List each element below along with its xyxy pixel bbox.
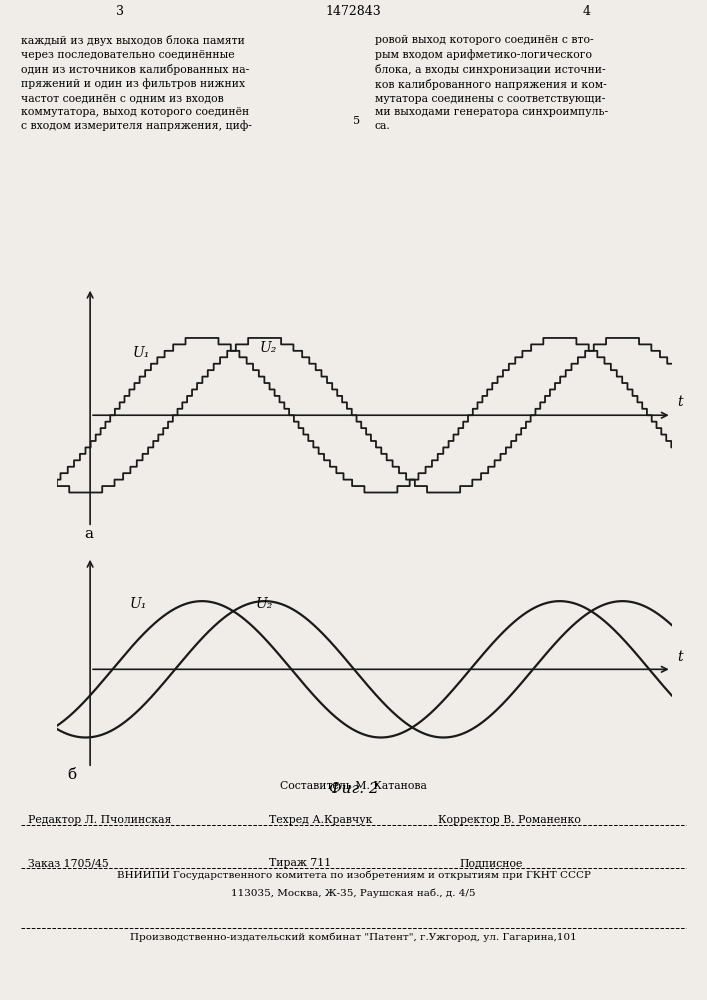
Text: 5: 5 [354,116,361,126]
Text: каждый из двух выходов блока памяти
через последовательно соединённые
один из ис: каждый из двух выходов блока памяти чере… [21,35,252,131]
Text: Подписное: Подписное [460,858,523,868]
Text: ровой выход которого соединён с вто-
рым входом арифметико-логического
блока, а : ровой выход которого соединён с вто- рым… [375,35,608,131]
Text: 113035, Москва, Ж-35, Раушская наб., д. 4/5: 113035, Москва, Ж-35, Раушская наб., д. … [231,888,476,898]
Text: Производственно-издательский комбинат "Патент", г.Ужгород, ул. Гагарина,101: Производственно-издательский комбинат "П… [130,932,577,942]
Text: Техред А.Кравчук: Техред А.Кравчук [269,815,372,825]
Text: 4: 4 [583,5,591,18]
Text: 1472843: 1472843 [326,5,381,18]
Text: Тираж 711: Тираж 711 [269,858,331,868]
Text: а: а [85,527,93,541]
Text: U₂: U₂ [256,597,273,611]
Text: Корректор В. Романенко: Корректор В. Романенко [438,815,581,825]
Text: U₂: U₂ [260,341,277,355]
Text: U₁: U₁ [133,346,150,360]
Text: ВНИИПИ Государственного комитета по изобретениям и открытиям при ГКНТ СССР: ВНИИПИ Государственного комитета по изоб… [117,870,590,880]
Text: Заказ 1705/45: Заказ 1705/45 [28,858,109,868]
Text: б: б [68,768,77,782]
Text: 3: 3 [116,5,124,18]
Text: Фиг. 2: Фиг. 2 [329,782,378,796]
Text: t: t [677,650,683,664]
Text: t: t [677,395,683,409]
Text: Составитель М. Катанова: Составитель М. Катанова [280,781,427,791]
Text: Редактор Л. Пчолинская: Редактор Л. Пчолинская [28,815,172,825]
Text: U₁: U₁ [129,597,146,611]
